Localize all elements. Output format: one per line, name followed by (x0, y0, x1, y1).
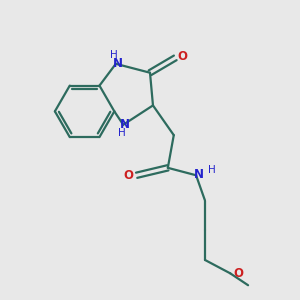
Text: N: N (113, 57, 123, 70)
Text: N: N (120, 118, 130, 130)
Text: H: H (208, 165, 215, 175)
Text: N: N (194, 168, 203, 181)
Text: O: O (123, 169, 133, 182)
Text: O: O (234, 267, 244, 280)
Text: H: H (118, 128, 126, 138)
Text: H: H (110, 50, 118, 61)
Text: O: O (178, 50, 188, 63)
